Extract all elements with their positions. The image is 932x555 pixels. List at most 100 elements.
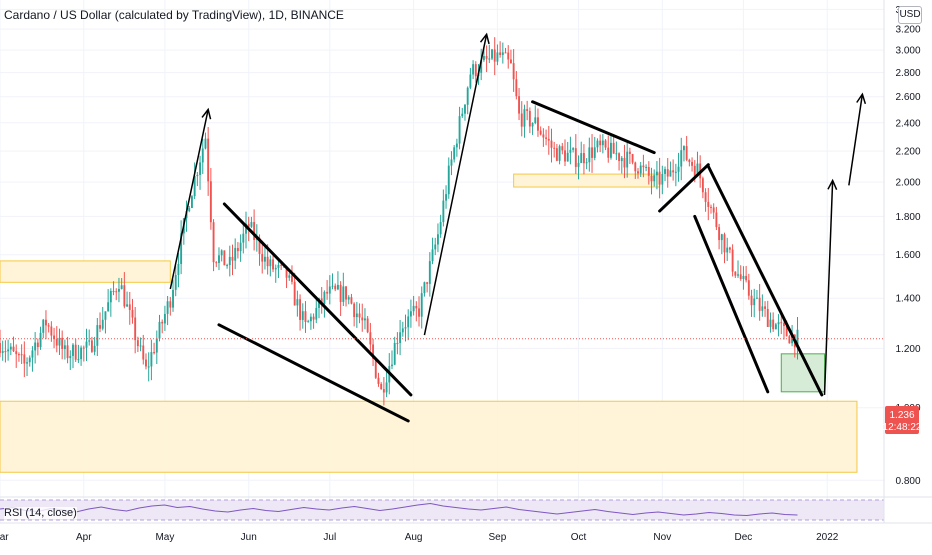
candle-body — [380, 383, 383, 390]
candle-body — [358, 313, 361, 318]
arrow-shaft[interactable] — [823, 180, 834, 395]
trendline[interactable] — [658, 163, 710, 213]
candle-body — [104, 311, 107, 320]
support-zone[interactable] — [0, 400, 858, 473]
candle-body — [109, 291, 112, 303]
candle-body — [345, 286, 347, 300]
candle-body — [263, 256, 266, 262]
candle-body — [507, 52, 510, 60]
candle-body — [499, 52, 502, 55]
candle-body — [634, 162, 637, 172]
candle-body — [661, 173, 664, 185]
candle-body — [607, 147, 610, 158]
candle-body — [296, 299, 299, 306]
candle-body — [174, 274, 177, 290]
candle-body — [777, 322, 780, 325]
support-zone[interactable] — [0, 260, 171, 283]
candle-body — [7, 349, 10, 352]
candle-body — [382, 389, 385, 393]
arrow-shaft[interactable] — [848, 94, 864, 186]
candle-body — [769, 319, 772, 327]
x-tick-label: Sep — [489, 532, 507, 543]
candle-body — [747, 280, 750, 296]
candle-body — [439, 222, 442, 235]
candle-body — [796, 329, 799, 348]
trendline[interactable] — [693, 214, 770, 394]
candle-body — [369, 332, 372, 345]
candle-body — [34, 342, 37, 351]
candle-body — [142, 345, 145, 360]
candle-body — [701, 178, 704, 193]
candle-body — [445, 194, 448, 201]
candle-body — [418, 308, 420, 317]
candle-body — [599, 140, 602, 146]
trendline[interactable] — [531, 100, 656, 155]
candle-body — [53, 335, 56, 340]
trendline[interactable] — [222, 202, 413, 397]
candle-body — [572, 148, 575, 150]
chart-title: Cardano / US Dollar (calculated by Tradi… — [4, 8, 344, 22]
candle-body — [588, 147, 591, 163]
candle-body — [537, 117, 539, 131]
candle-body — [447, 165, 450, 195]
candle-body — [474, 64, 477, 77]
arrow-shaft[interactable] — [169, 109, 209, 290]
candle-body — [4, 351, 7, 353]
candle-body — [442, 200, 445, 223]
trendline[interactable] — [217, 323, 410, 423]
candle-body — [204, 138, 207, 149]
candle-body — [150, 352, 153, 367]
candle-body — [326, 291, 329, 294]
trendline[interactable] — [706, 164, 824, 397]
x-tick-label: 2022 — [816, 532, 839, 543]
candle-body — [63, 345, 66, 350]
candle-body — [561, 146, 564, 151]
candle-body — [201, 148, 204, 163]
candle-body — [488, 58, 491, 60]
candle-body — [750, 295, 753, 306]
candle-body — [301, 311, 304, 320]
arrow-head — [856, 92, 867, 105]
candle-body — [655, 171, 658, 176]
candle-body — [774, 324, 777, 330]
candle-body — [266, 256, 269, 267]
candle-body — [312, 316, 315, 320]
y-tick-label: 1.800 — [895, 212, 920, 223]
candle-body — [90, 340, 93, 352]
candle-body — [69, 355, 72, 359]
candle-body — [466, 87, 469, 105]
candle-body — [199, 162, 201, 175]
candle-body — [153, 352, 156, 354]
candle-body — [288, 275, 291, 278]
candle-body — [458, 116, 461, 144]
candle-body — [96, 325, 99, 346]
arrow-shaft[interactable] — [423, 34, 488, 336]
candle-body — [328, 286, 331, 294]
candle-body — [355, 313, 358, 318]
rsi-label: RSI (14, close) — [4, 507, 77, 519]
candle-body — [531, 122, 534, 127]
candle-body — [207, 138, 210, 182]
candle-body — [464, 104, 466, 114]
candle-body — [610, 142, 612, 158]
candle-body — [193, 176, 196, 197]
candle-body — [423, 282, 426, 294]
candle-body — [112, 291, 115, 293]
candle-body — [315, 307, 318, 320]
candle-body — [728, 247, 731, 250]
candle-body — [593, 147, 596, 158]
currency-button[interactable]: USD — [898, 6, 922, 24]
candle-body — [218, 255, 220, 263]
candle-body — [491, 49, 493, 59]
candle-body — [742, 275, 745, 279]
candle-body — [577, 162, 580, 167]
candle-body — [623, 157, 626, 168]
candle-body — [455, 143, 458, 148]
candle-body — [469, 74, 472, 88]
candle-body — [77, 359, 80, 361]
candle-body — [612, 142, 615, 154]
candle-body — [107, 302, 110, 312]
candle-body — [45, 319, 47, 326]
